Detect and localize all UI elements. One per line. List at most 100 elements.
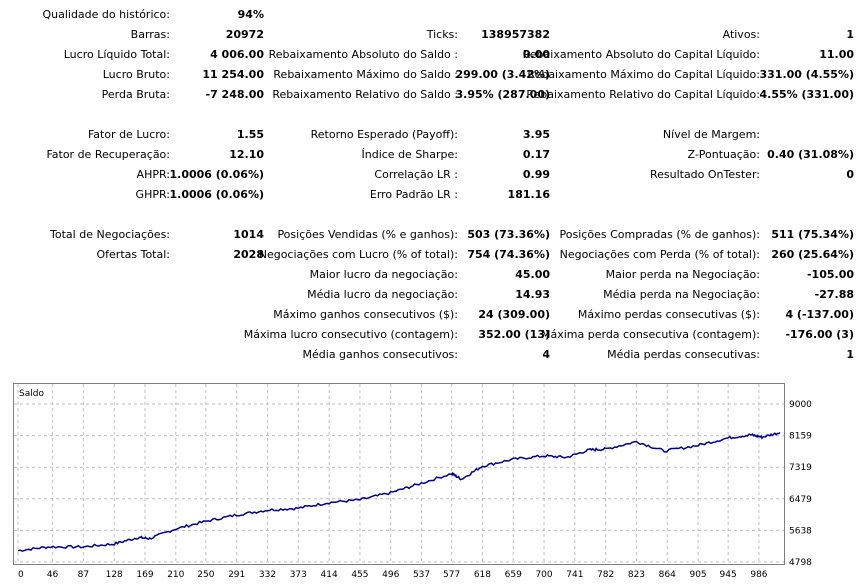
x-tick-label: 782 — [597, 570, 614, 580]
x-tick-label: 823 — [628, 570, 645, 580]
x-tick-label: 577 — [443, 570, 460, 580]
stat-label: Fator de Lucro: — [87, 128, 170, 141]
y-tick-label: 6479 — [789, 495, 812, 505]
stat-value: 14.93 — [515, 288, 550, 301]
stat-value: 4 — [542, 348, 550, 361]
stat-value: 503 (73.36%) — [467, 228, 550, 241]
stat-value: 1.55 — [236, 128, 264, 141]
stat-label: Nível de Margem: — [662, 128, 760, 141]
y-tick-label: 5638 — [789, 526, 812, 536]
x-tick-label: 618 — [474, 570, 491, 580]
stat-value: 511 (75.34%) — [771, 228, 854, 241]
stat-value: 4.55% (331.00) — [759, 88, 855, 101]
stat-value: 45.00 — [515, 268, 550, 281]
chart-title: Saldo — [19, 389, 44, 399]
stat-value: 260 (25.64%) — [771, 248, 854, 261]
stat-value: -27.88 — [814, 288, 854, 301]
stat-value: 24 (309.00) — [478, 308, 550, 321]
stat-value: 331.00 (4.55%) — [759, 68, 855, 81]
stat-label: Lucro Bruto: — [102, 68, 170, 81]
stat-value: 3.95% (287.00) — [455, 88, 551, 101]
x-tick-label: 905 — [689, 570, 706, 580]
balance-chart-svg: Saldo — [14, 384, 784, 564]
x-tick-label: 864 — [659, 570, 676, 580]
stat-label: Rebaixamento Relativo do Saldo : — [272, 88, 458, 101]
stat-label: Média ganhos consecutivos: — [302, 348, 458, 361]
stat-label: AHPR: — [136, 168, 170, 181]
stat-value: 754 (74.36%) — [467, 248, 550, 261]
stat-value: 1 — [846, 28, 854, 41]
x-tick-label: 659 — [505, 570, 522, 580]
stat-label: Lucro Líquido Total: — [63, 48, 170, 61]
stat-label: Rebaixamento Absoluto do Saldo : — [268, 48, 458, 61]
stat-value: -176.00 (3) — [785, 328, 854, 341]
stat-label: Posições Vendidas (% e ganhos): — [277, 228, 458, 241]
stat-label: Correlação LR : — [374, 168, 458, 181]
balance-series-line — [17, 431, 781, 552]
stat-value: 20972 — [225, 28, 264, 41]
stat-label: Maior perda na Negociação: — [605, 268, 760, 281]
stat-label: Barras: — [130, 28, 170, 41]
stat-label: Negociações com Lucro (% of total): — [258, 248, 458, 261]
stat-label: Média perdas consecutivas: — [607, 348, 760, 361]
stat-label: Z-Pontuação: — [687, 148, 760, 161]
x-tick-label: 414 — [321, 570, 338, 580]
y-tick-label: 4798 — [789, 558, 812, 568]
stat-value: -105.00 — [806, 268, 854, 281]
stat-label: Retorno Esperado (Payoff): — [310, 128, 458, 141]
stat-label: Máxima lucro consecutivo (contagem): — [243, 328, 458, 341]
stat-value: 0.17 — [522, 148, 550, 161]
stat-value: 3.95 — [522, 128, 550, 141]
x-tick-label: 496 — [382, 570, 399, 580]
stat-label: Rebaixamento Máximo do Saldo : — [273, 68, 458, 81]
x-tick-label: 250 — [197, 570, 214, 580]
stat-label: Maior lucro da negociação: — [309, 268, 458, 281]
x-tick-label: 537 — [413, 570, 430, 580]
stat-value: 0.99 — [522, 168, 550, 181]
stat-label: Média perda na Negociação: — [603, 288, 760, 301]
y-tick-label: 7319 — [789, 463, 812, 473]
stat-value: 4 006.00 — [210, 48, 264, 61]
stat-value: 0.40 (31.08%) — [767, 148, 854, 161]
x-tick-label: 700 — [535, 570, 552, 580]
x-tick-label: 128 — [106, 570, 123, 580]
stat-label: Ofertas Total: — [96, 248, 171, 261]
stat-value: 1 — [846, 348, 854, 361]
balance-chart: Saldo — [13, 383, 785, 565]
stat-value: 94% — [237, 8, 264, 21]
stat-label: Índice de Sharpe: — [361, 148, 459, 161]
x-tick-label: 741 — [566, 570, 583, 580]
stat-value: -7 248.00 — [205, 88, 265, 101]
stat-label: Posições Compradas (% de ganhos): — [559, 228, 760, 241]
stat-label: Ticks: — [426, 28, 458, 41]
stat-value: 1014 — [233, 228, 264, 241]
stat-label: Máximo ganhos consecutivos ($): — [273, 308, 458, 321]
stat-value: 1.0006 (0.06%) — [169, 188, 265, 201]
stat-label: Máxima perda consecutiva (contagem): — [541, 328, 760, 341]
stat-label: Qualidade do histórico: — [42, 8, 170, 21]
stat-value: 11 254.00 — [202, 68, 264, 81]
stat-label: Negociações com Perda (% of total): — [559, 248, 760, 261]
stat-value: 181.16 — [507, 188, 550, 201]
y-tick-label: 9000 — [789, 400, 812, 410]
x-tick-label: 46 — [47, 570, 59, 580]
stat-label: Rebaixamento Máximo do Capital Líquido: — [527, 68, 760, 81]
x-tick-label: 169 — [136, 570, 153, 580]
stat-value: 2028 — [233, 248, 264, 261]
stat-value: 11.00 — [819, 48, 854, 61]
stat-label: Fator de Recuperação: — [46, 148, 170, 161]
stat-value: 352.00 (13) — [478, 328, 550, 341]
x-tick-label: 945 — [720, 570, 737, 580]
stat-label: Máximo perdas consecutivas ($): — [577, 308, 760, 321]
x-tick-label: 0 — [18, 570, 24, 580]
stat-label: GHPR: — [135, 188, 170, 201]
stat-label: Total de Negociações: — [50, 228, 170, 241]
stat-value: 12.10 — [229, 148, 264, 161]
x-tick-label: 87 — [78, 570, 89, 580]
stat-value: 138957382 — [481, 28, 550, 41]
x-tick-label: 210 — [167, 570, 184, 580]
stat-value: 4 (-137.00) — [785, 308, 854, 321]
x-tick-label: 291 — [228, 570, 245, 580]
stat-label: Média lucro da negociação: — [307, 288, 458, 301]
y-tick-label: 8159 — [789, 432, 812, 442]
